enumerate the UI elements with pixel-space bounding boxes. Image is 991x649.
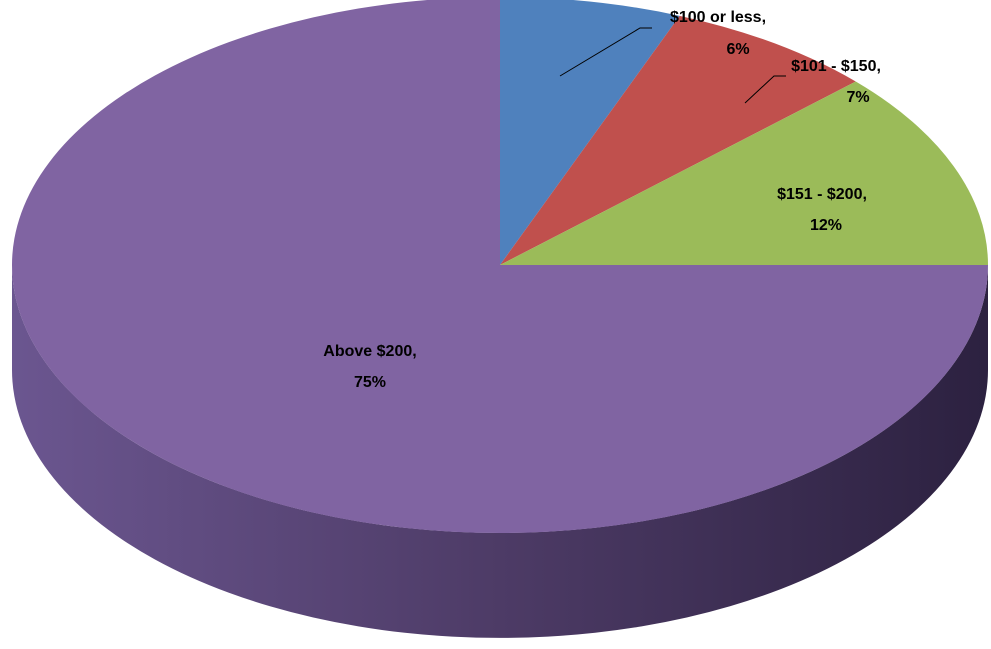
labels-layer: $100 or less, 6% $101 - $150, 7% $151 - $200… [323, 9, 881, 391]
data-label-value: 7% [846, 89, 869, 106]
leader-line [559, 27, 652, 77]
pie-slice [500, 15, 856, 266]
data-label-category: Above $200, [323, 343, 416, 360]
data-label-value: 12% [810, 217, 842, 234]
data-label-value: 75% [354, 374, 386, 391]
data-label-category: $100 or less, [670, 9, 766, 26]
pie-slice [12, 0, 988, 533]
pie-slice [500, 0, 680, 265]
pie-side [12, 265, 988, 638]
pie-top-layer [12, 0, 988, 533]
data-label-category: $151 - $200, [777, 186, 867, 203]
pie-side-layer [12, 265, 988, 638]
leader-line [744, 75, 786, 104]
pie-slice [500, 81, 988, 265]
data-label-category: $101 - $150, [791, 58, 881, 75]
data-label-value: 6% [726, 41, 749, 58]
